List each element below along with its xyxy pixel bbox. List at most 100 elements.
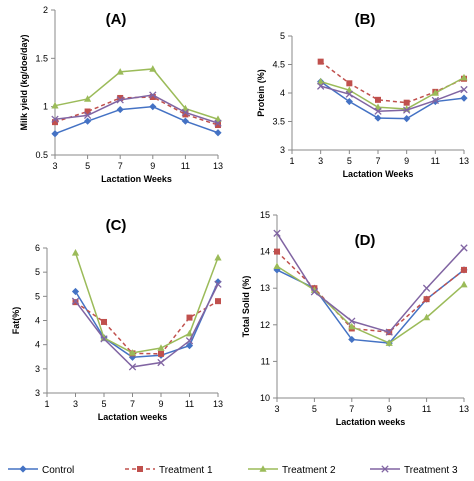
panel-a-series-treatment-3 bbox=[51, 91, 222, 127]
panel-a-series-treatment-3-point bbox=[149, 91, 157, 99]
panel-d-series-treatment-3-point-stroke-b bbox=[310, 288, 319, 296]
panel-c-series-treatment-2-point bbox=[185, 329, 194, 337]
panel-a: 0.5 1 1.5 2 3 5 7 9 11 13 Lactation Weeks Milk yiel… bbox=[19, 5, 223, 184]
legend-label-treatment-2: Treatment 2 bbox=[282, 465, 336, 476]
panel-c-title: (C) bbox=[106, 217, 127, 234]
panel-c-x-tick-label: 1 bbox=[44, 399, 49, 409]
panel-c-series-treatment-2-line bbox=[74, 252, 219, 354]
panel-a-series-control-point bbox=[214, 129, 222, 137]
panel-b-series-treatment-3-line bbox=[320, 85, 465, 112]
panel-c-series-treatment-3-point-stroke-b bbox=[185, 337, 194, 345]
panel-c-series-treatment-2-point bbox=[100, 334, 108, 341]
panel-b-series-treatment-3-point-stroke-b bbox=[317, 82, 325, 90]
panel-a-series-control-point bbox=[51, 130, 59, 138]
panel-a-x-tick-label: 9 bbox=[150, 161, 155, 171]
panel-b-series-treatment-2-point bbox=[345, 86, 353, 93]
panel-d-series-treatment-2-point bbox=[310, 286, 318, 293]
panel-a-series-treatment-3-point bbox=[181, 108, 190, 117]
panel-b-series-treatment-3-point-stroke-b bbox=[403, 106, 411, 114]
panel-a-x-tick-label: 3 bbox=[52, 161, 57, 171]
panel-b-series-treatment-2-point bbox=[431, 89, 439, 96]
panel-a-series-treatment-3-point bbox=[116, 96, 124, 104]
panel-d-series-treatment-2-point bbox=[460, 280, 468, 288]
panel-c-series-control-point bbox=[214, 278, 222, 286]
panel-d-series-treatment-3-point-stroke-b bbox=[460, 244, 468, 252]
panel-b-series-treatment-2-point bbox=[317, 77, 325, 85]
panel-d-series-treatment-3-point bbox=[385, 328, 393, 336]
panel-c-series-treatment-3-point bbox=[100, 335, 108, 343]
panel-b-series-treatment-3-point bbox=[345, 90, 353, 98]
panel-b-x-tick-label: 5 bbox=[347, 156, 352, 166]
panel-b-series-treatment-2-point bbox=[460, 73, 468, 81]
panel-c-series-control-line bbox=[74, 281, 219, 358]
panel-b-x-tick-label: 11 bbox=[431, 156, 440, 166]
panel-b-series-treatment-3-point bbox=[431, 96, 439, 105]
panel-a-series-treatment-3-point bbox=[83, 111, 92, 120]
panel-b-series-control-point bbox=[374, 114, 382, 122]
legend-item-control: Control bbox=[8, 465, 74, 476]
panel-a-series-control-point bbox=[181, 117, 189, 125]
panel-b-x-tick-label: 7 bbox=[375, 156, 380, 166]
panel-b-title: (B) bbox=[355, 11, 376, 28]
panel-a-series-treatment-1-point bbox=[84, 108, 91, 115]
panel-d-series-treatment-2 bbox=[273, 262, 468, 346]
panel-c-y-tick-label: 5 bbox=[35, 291, 40, 301]
panel-c-series-treatment-1-point bbox=[215, 298, 221, 305]
panel-b-series-control-point bbox=[403, 115, 411, 123]
panel-c-series-control-point bbox=[185, 342, 194, 350]
panel-c-y-tick-label: 5 bbox=[35, 267, 40, 277]
panel-c-x-tick-label: 9 bbox=[158, 399, 163, 409]
legend: Control Treatment 1 Treatment 2 Treatment 3 bbox=[8, 465, 458, 476]
panel-b-series-control bbox=[317, 78, 468, 123]
panel-a-series-treatment-2-point bbox=[116, 68, 124, 75]
panel-c-series-treatment-3-point-stroke-b bbox=[128, 363, 137, 371]
panel-c-x-tick-label: 11 bbox=[185, 399, 194, 409]
panel-b-series-treatment-3-point bbox=[403, 106, 411, 114]
panel-b-series-treatment-1-point bbox=[375, 96, 381, 103]
panel-c-x-tick-label: 7 bbox=[130, 399, 135, 409]
panel-a-series-control-line bbox=[54, 105, 219, 135]
panel-d-y-axis-label: Total Solid (%) bbox=[241, 276, 251, 338]
panel-d-series-treatment-3-point-stroke-b bbox=[273, 229, 281, 237]
panel-d-series-control-line bbox=[276, 269, 465, 344]
panel-d-series-control-point bbox=[348, 335, 356, 344]
panel-d-x-tick-label: 13 bbox=[459, 404, 469, 414]
panel-d-series-treatment-3-line bbox=[276, 232, 465, 333]
panel-d-series-treatment-3 bbox=[273, 229, 468, 336]
panel-a-series-control-point bbox=[149, 103, 157, 111]
panel-c-series-treatment-3-point bbox=[185, 337, 194, 345]
panel-b-series-treatment-2-point bbox=[374, 103, 382, 111]
panel-d-series-treatment-1-point bbox=[423, 296, 430, 303]
panel-c-series-treatment-3-point bbox=[71, 297, 80, 305]
panel-d-y-tick-label: 15 bbox=[260, 210, 270, 220]
legend-marker-treatment-3 bbox=[381, 465, 389, 473]
legend-item-treatment-1: Treatment 1 bbox=[125, 465, 213, 476]
panel-c-series-treatment-3 bbox=[71, 280, 222, 371]
panel-d-series-treatment-2-point bbox=[273, 262, 281, 270]
panel-a-series-treatment-1-point bbox=[215, 122, 221, 129]
panel-a-series-treatment-1 bbox=[52, 94, 221, 129]
panel-c-series-treatment-1-line bbox=[75, 300, 219, 355]
panel-c-series-control bbox=[71, 278, 222, 361]
panel-c-series-treatment-2-point bbox=[157, 344, 165, 351]
panel-b-series-treatment-1-point bbox=[346, 80, 353, 87]
panel-b-series-treatment-3 bbox=[317, 82, 468, 115]
panel-a-series-control-point bbox=[116, 105, 124, 114]
panel-a-x-tick-label: 7 bbox=[118, 161, 123, 171]
panel-b-y-tick-label: 3.5 bbox=[272, 117, 285, 127]
panel-a-series-treatment-2-point bbox=[149, 65, 157, 72]
panel-b-series-treatment-3-point-stroke-b bbox=[345, 90, 353, 98]
panel-a-y-tick-label: 0.5 bbox=[35, 150, 48, 160]
panel-d-series-treatment-3-point-stroke-b bbox=[385, 328, 393, 336]
panel-c-series-treatment-2-point bbox=[128, 349, 137, 356]
panel-a-y-tick-label: 2 bbox=[43, 5, 48, 15]
panel-d-x-axis-label: Lactation weeks bbox=[336, 417, 406, 427]
panel-c-x-axis-label: Lactation weeks bbox=[98, 412, 168, 422]
legend-marker-treatment-2 bbox=[259, 465, 267, 472]
panel-d-series-treatment-3-point bbox=[422, 284, 431, 292]
panel-d-series-treatment-2-point bbox=[385, 339, 393, 346]
panel-b-x-axis-label: Lactation Weeks bbox=[343, 169, 414, 179]
panel-b-y-axis-label: Protein (%) bbox=[256, 69, 266, 117]
panel-b-x-tick-label: 3 bbox=[318, 156, 323, 166]
